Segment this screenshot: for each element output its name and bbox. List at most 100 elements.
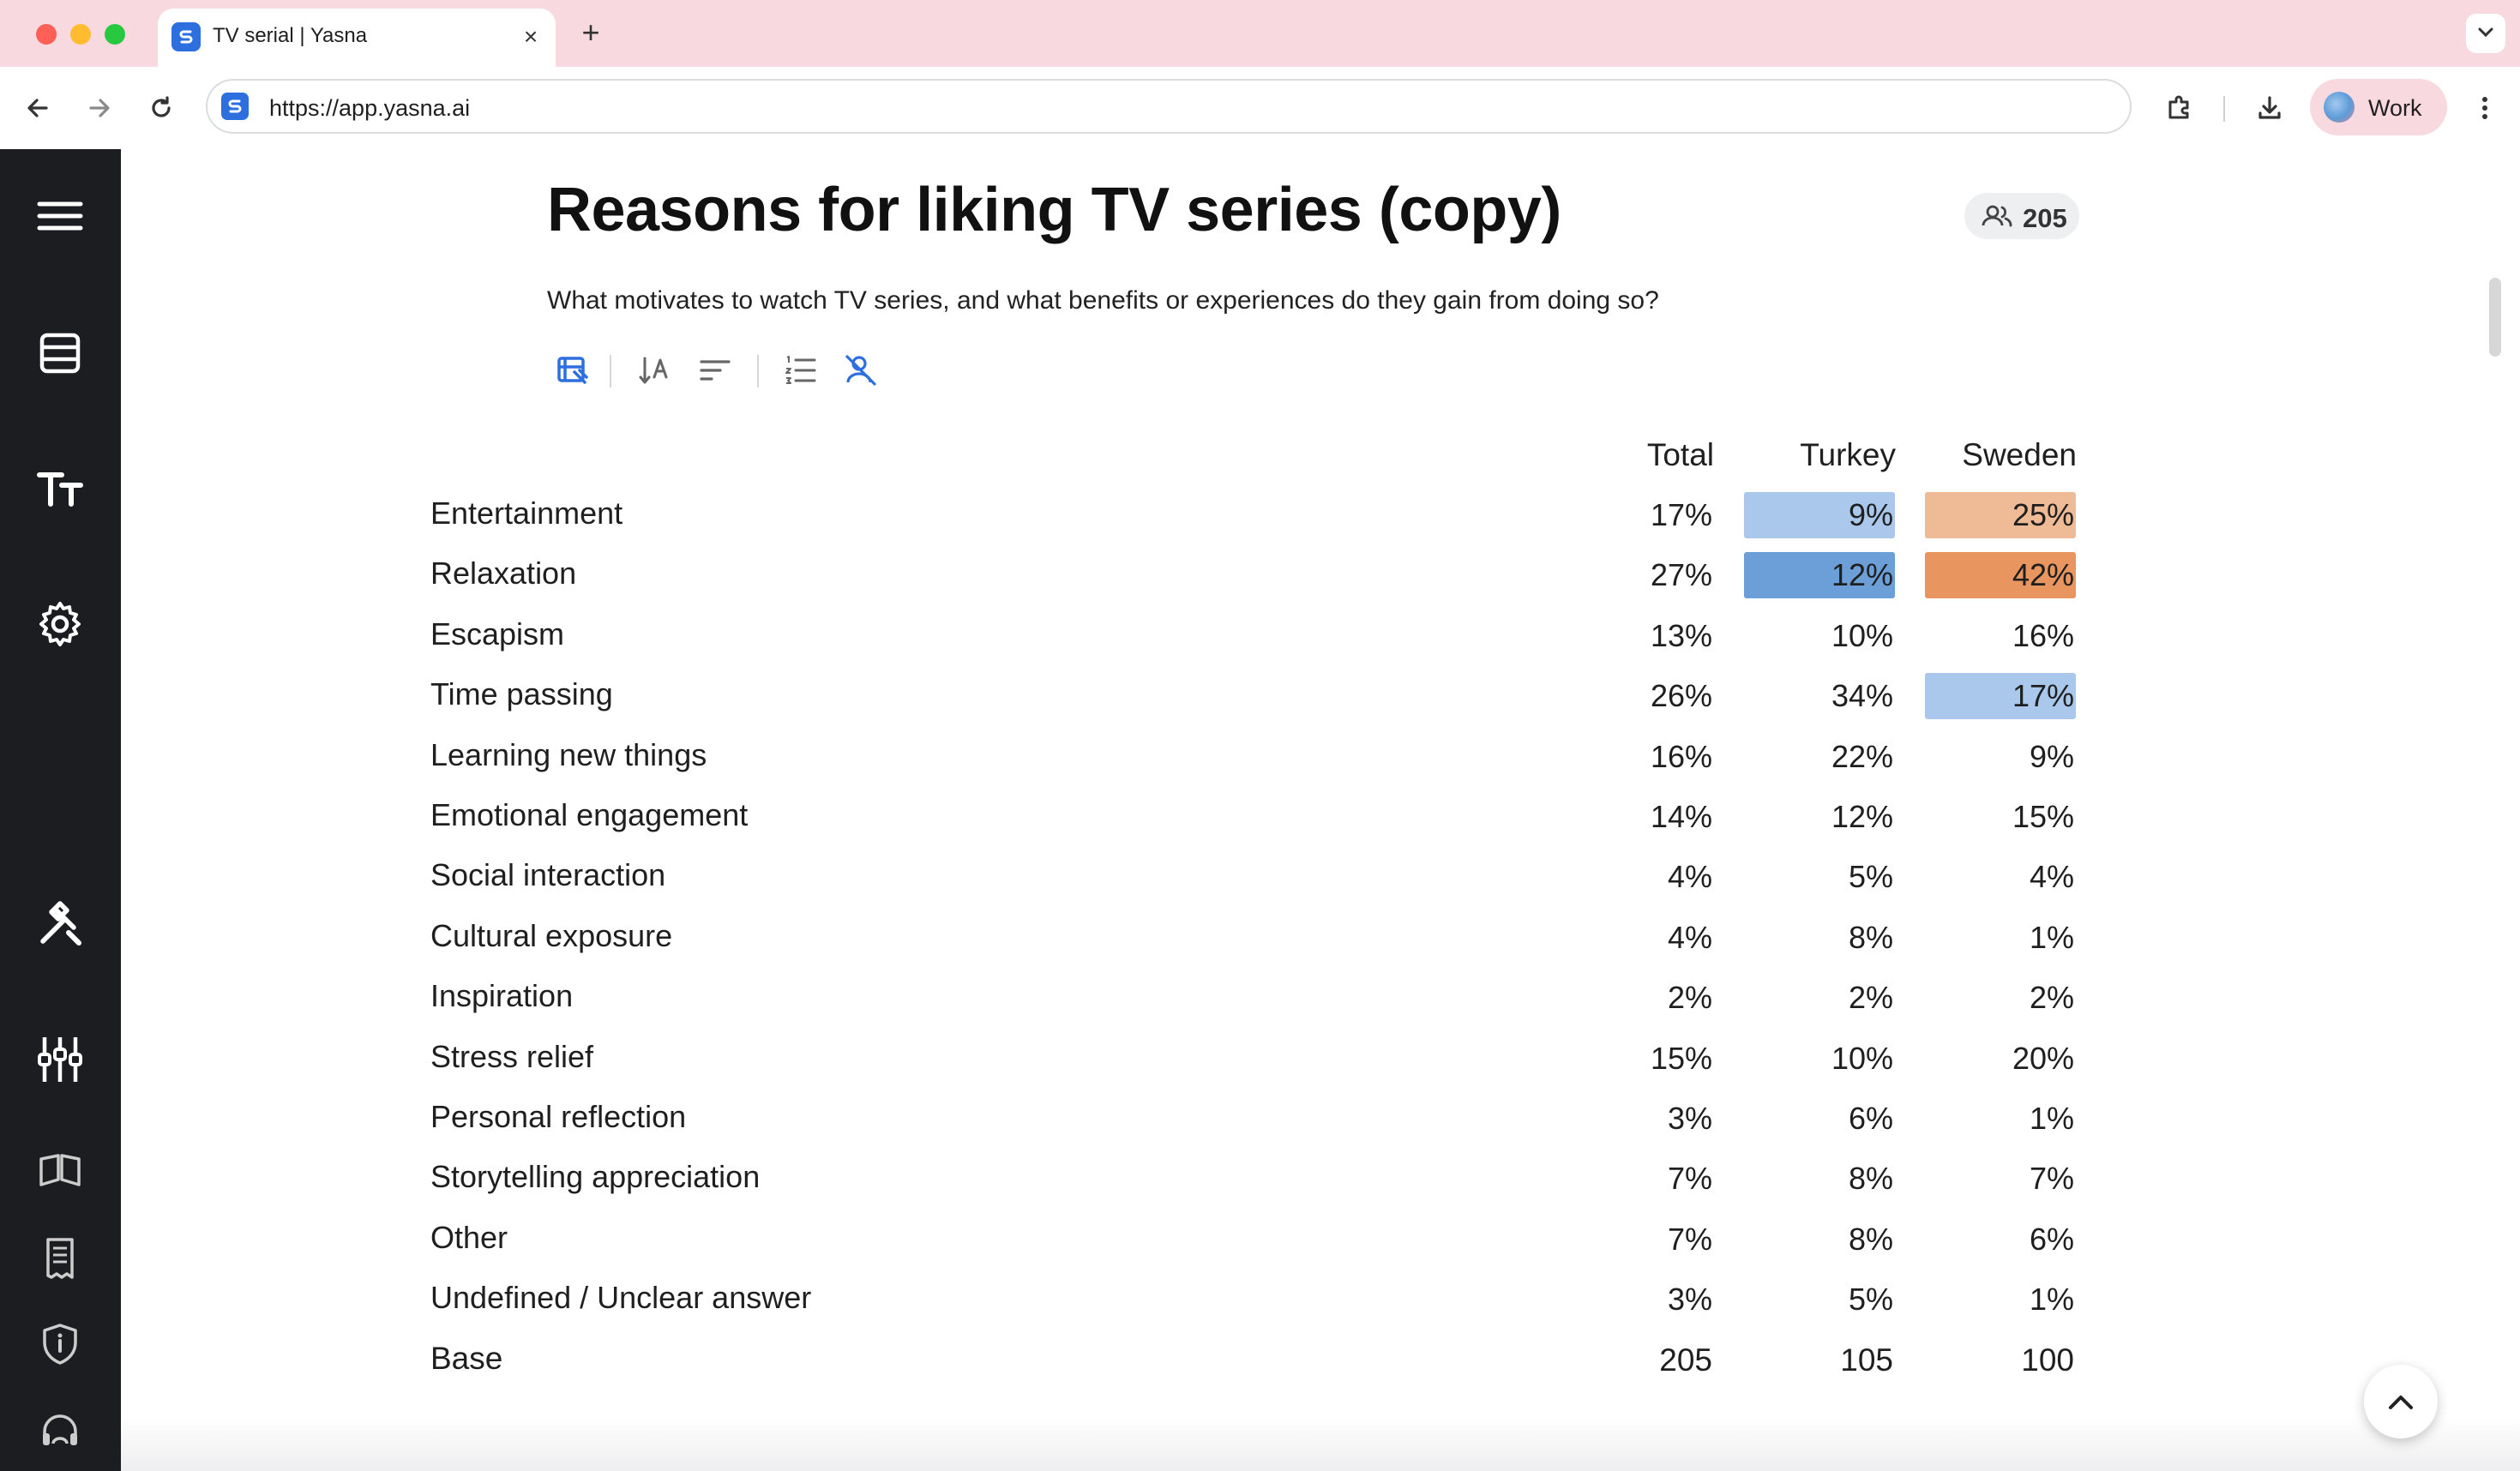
cell-sweden: 1% [2029, 1282, 2074, 1318]
row-label: Personal reflection [430, 1099, 687, 1134]
forward-icon[interactable] [82, 91, 117, 125]
url-text[interactable]: https://app.yasna.ai [269, 95, 471, 121]
maximize-window-button[interactable] [105, 24, 125, 45]
table-icon[interactable] [34, 327, 86, 379]
toolbar-divider [757, 355, 759, 387]
close-window-button[interactable] [36, 24, 57, 45]
row-label: Entertainment [430, 495, 623, 531]
row-label: Social interaction [430, 857, 666, 893]
cell-total: 26% [1650, 678, 1712, 714]
sort-alpha-icon[interactable] [636, 351, 674, 389]
book-icon[interactable] [34, 1145, 86, 1197]
respondents-count: 205 [2023, 203, 2067, 233]
settings-gear-icon[interactable] [34, 598, 86, 650]
browser-toolbar: https://app.yasna.ai Work [0, 67, 2520, 150]
hamburger-menu-icon[interactable] [34, 190, 86, 242]
cell-sweden: 20% [2012, 1040, 2074, 1076]
column-header-turkey[interactable]: Turkey [1800, 437, 1896, 472]
cell-total: 15% [1650, 1040, 1712, 1076]
chart-edit-icon[interactable] [554, 351, 592, 389]
extensions-icon[interactable] [2162, 91, 2197, 125]
sort-lines-icon[interactable] [696, 351, 734, 389]
back-icon[interactable] [21, 91, 55, 125]
table-row-base: Base 205 105 100 [121, 1330, 2520, 1390]
row-label: Inspiration [430, 978, 574, 1014]
row-label: Storytelling appreciation [430, 1159, 761, 1195]
cell-turkey: 8% [1848, 919, 1893, 955]
browser-tab-bar: TV serial | Yasna × + [0, 0, 2520, 67]
page-scrollbar[interactable] [2489, 278, 2501, 357]
row-label: Other [430, 1219, 508, 1255]
cell-sweden: 15% [2012, 799, 2074, 834]
toolbar-divider [2223, 96, 2225, 122]
text-size-icon[interactable] [34, 463, 86, 514]
row-label: Emotional engagement [430, 797, 749, 832]
kebab-menu-icon[interactable] [2468, 91, 2502, 125]
receipt-icon[interactable] [34, 1233, 86, 1284]
cell-turkey: 34% [1831, 678, 1893, 714]
cell-turkey: 12% [1831, 799, 1893, 834]
cell-sweden: 42% [1925, 552, 2076, 599]
cell-total: 17% [1650, 497, 1712, 532]
table-row: Inspiration 2% 2% 2% [121, 968, 2520, 1028]
chevron-up-icon [2389, 1396, 2413, 1409]
scroll-to-top-button[interactable] [2364, 1365, 2438, 1438]
cell-sweden: 100 [2021, 1342, 2074, 1378]
bottom-fade [121, 1416, 2520, 1471]
profile-button[interactable]: Work [2310, 79, 2447, 135]
row-label: Time passing [430, 676, 613, 712]
cell-total: 27% [1650, 557, 1712, 593]
cell-turkey: 8% [1848, 1161, 1893, 1197]
cell-turkey: 12% [1744, 552, 1895, 599]
cell-total: 7% [1667, 1221, 1712, 1257]
column-header-total[interactable]: Total [1646, 437, 1714, 472]
row-label: Stress relief [430, 1038, 594, 1074]
cell-sweden: 6% [2029, 1221, 2074, 1257]
numbered-list-icon[interactable] [782, 351, 820, 389]
download-icon[interactable] [2252, 91, 2287, 125]
new-tab-icon[interactable]: + [581, 15, 600, 50]
cell-turkey: 8% [1848, 1221, 1893, 1257]
cell-turkey: 9% [1744, 492, 1895, 538]
yasna-favicon-icon [171, 22, 201, 51]
cell-total: 7% [1667, 1161, 1712, 1197]
table-row: Undefined / Unclear answer 3% 5% 1% [121, 1270, 2520, 1330]
cell-total: 2% [1667, 980, 1712, 1016]
cell-sweden: 2% [2029, 980, 2074, 1016]
cell-total: 205 [1659, 1342, 1712, 1378]
cell-sweden: 25% [1925, 492, 2076, 538]
tools-icon[interactable] [34, 898, 86, 950]
main-content: Reasons for liking TV series (copy) 205 … [121, 149, 2520, 1471]
cell-total: 13% [1650, 617, 1712, 653]
browser-tab-active[interactable]: TV serial | Yasna × [158, 9, 556, 67]
page-title: Reasons for liking TV series (copy) [547, 176, 1561, 244]
table-row: Emotional engagement 14% 12% 15% [121, 787, 2520, 847]
cell-turkey: 22% [1831, 738, 1893, 774]
minimize-window-button[interactable] [70, 24, 91, 45]
page-subtitle: What motivates to watch TV series, and w… [547, 286, 1659, 315]
table-row: Relaxation 27% 12% 42% [121, 545, 2520, 605]
respondents-count-badge[interactable]: 205 [1964, 193, 2079, 239]
address-bar[interactable]: https://app.yasna.ai [206, 79, 2132, 134]
cell-turkey: 2% [1848, 980, 1893, 1016]
app-sidebar [0, 149, 121, 1471]
cell-sweden: 7% [2029, 1161, 2074, 1197]
row-label: Relaxation [430, 555, 577, 591]
support-headset-icon[interactable] [34, 1406, 86, 1457]
cell-total: 14% [1650, 799, 1712, 834]
shield-info-icon[interactable] [34, 1318, 86, 1370]
table-row: Entertainment 17% 9% 25% [121, 485, 2520, 545]
row-label: Cultural exposure [430, 917, 673, 953]
cell-sweden: 1% [2029, 919, 2074, 955]
cell-turkey: 5% [1848, 1282, 1893, 1318]
close-tab-icon[interactable]: × [523, 23, 538, 50]
reload-icon[interactable] [144, 91, 178, 125]
tab-search-icon[interactable] [2466, 14, 2505, 53]
filters-icon[interactable] [34, 1034, 86, 1085]
table-row: Time passing 26% 34% 17% [121, 666, 2520, 726]
site-favicon-icon [221, 93, 249, 120]
tab-title: TV serial | Yasna [213, 24, 368, 47]
row-label: Base [430, 1340, 503, 1376]
column-header-sweden[interactable]: Sweden [1962, 437, 2077, 472]
hide-respondents-icon[interactable] [842, 351, 880, 389]
